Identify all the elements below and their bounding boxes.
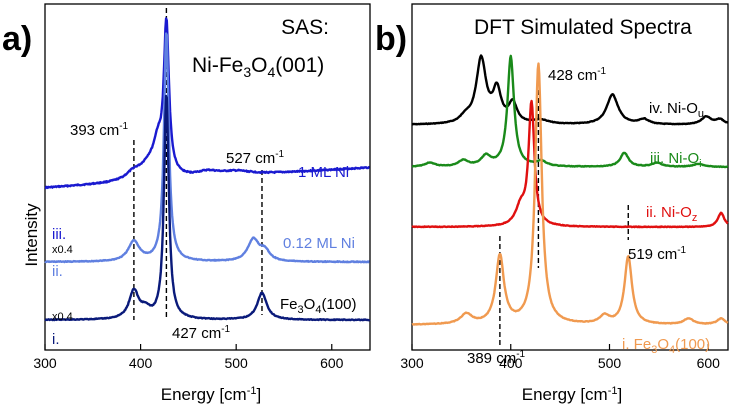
panel-a-ylabel: Intensity — [22, 203, 41, 267]
peak-label-428: 428 cm-1 — [548, 66, 607, 84]
series-label-fe3o4: Fe3O4(100) — [280, 296, 356, 316]
curve-fe3o4-a — [44, 94, 371, 322]
curve-1ml — [44, 17, 371, 190]
xtick-label: 400 — [129, 355, 153, 371]
curve-ni-ou — [411, 54, 729, 126]
xtick-label: 600 — [697, 355, 721, 371]
peak-label-389: 389 cm-1 — [467, 349, 526, 367]
xtick-label: 400 — [499, 355, 523, 371]
roman-i: i. — [52, 331, 60, 348]
peak-label-527: 527 cm-1 — [226, 149, 285, 167]
panel-a-title-line1: SAS: — [281, 16, 329, 39]
panel-a-title-line2: Ni-Fe3O4(001) — [192, 54, 324, 80]
panel-a-curves — [44, 17, 371, 322]
xtick-label: 300 — [33, 355, 57, 371]
panel-a-xlabel: Energy [cm-1] — [161, 385, 262, 404]
panel-b-letter: b) — [375, 20, 407, 58]
peak-label-519: 519 cm-1 — [628, 245, 687, 263]
curve-ni-oi — [411, 54, 729, 169]
roman-ii: ii. — [52, 263, 63, 280]
scale-label-1: x0.4 — [52, 244, 73, 256]
xtick-label: 500 — [598, 355, 622, 371]
peak-label-393: 393 cm-1 — [70, 121, 129, 139]
curve-fe3o4-b — [411, 62, 729, 326]
panel-b-title: DFT Simulated Spectra — [474, 16, 692, 39]
xtick-label: 500 — [224, 355, 248, 371]
peak-label-427: 427 cm-1 — [172, 324, 231, 342]
panel-b-xlabel: Energy [cm-1] — [522, 385, 623, 404]
series-label-ni-oi: iii. Ni-Oi — [650, 150, 702, 170]
panel-a-letter: a) — [2, 20, 32, 58]
panel-a-frame — [44, 3, 371, 351]
xtick-label: 600 — [320, 355, 344, 371]
panel-a: a) SAS: Ni-Fe3O4(001) Intensity Energy [… — [2, 3, 371, 404]
series-label-ni-ou: iv. Ni-Ou — [649, 100, 704, 120]
panel-b: b) DFT Simulated Spectra Energy [cm-1] 3… — [375, 3, 729, 404]
panel-b-curves — [411, 54, 729, 326]
curve-012ml — [44, 32, 371, 264]
panel-a-xticks: 300 400 500 600 — [33, 344, 344, 371]
series-label-ni-oz: ii. Ni-Oz — [646, 204, 697, 224]
panel-b-frame — [411, 3, 729, 351]
series-label-1ml: 1 ML Ni — [298, 164, 349, 181]
panel-b-xticks: 300 400 500 600 — [400, 344, 720, 371]
series-label-fe3o4-b: i. Fe3O4(100) — [622, 336, 710, 356]
curve-ni-oz — [411, 99, 729, 229]
series-label-012ml: 0.12 ML Ni — [283, 235, 355, 252]
roman-iii: iii. — [52, 226, 66, 243]
scale-label-2: x0.4 — [52, 311, 73, 323]
xtick-label: 300 — [400, 355, 424, 371]
